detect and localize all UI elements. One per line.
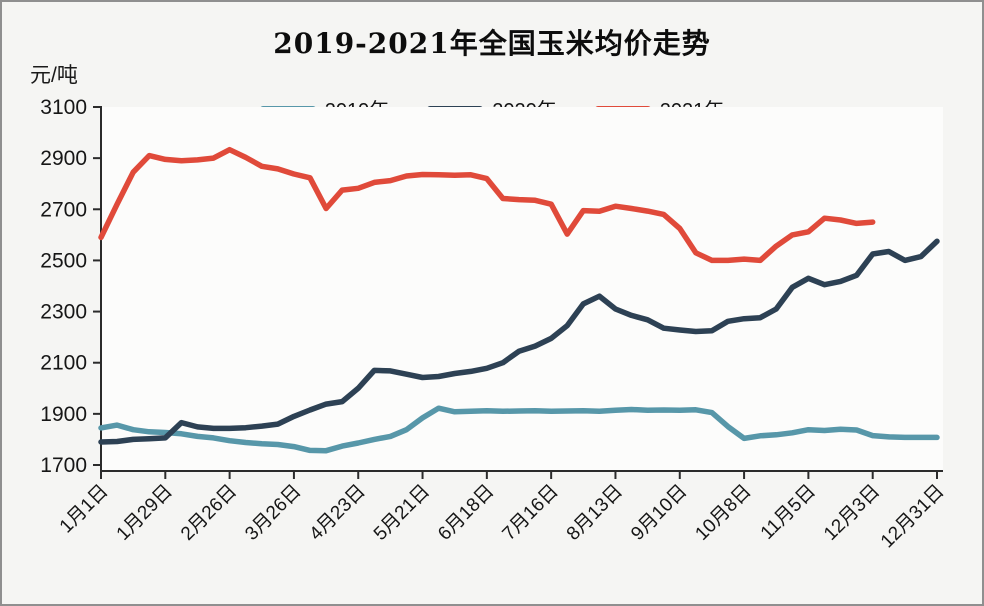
x-tick-label: 1月29日: [113, 481, 177, 545]
series-line-2019年: [98, 405, 940, 454]
x-tick-label: 9月10日: [627, 481, 691, 545]
y-tick-label: 2900: [40, 147, 87, 170]
x-tick-label: 6月18日: [434, 481, 498, 545]
y-tick-label: 2300: [40, 301, 87, 324]
chart-title: 2019-2021年全国玉米均价走势: [273, 27, 711, 60]
series-line-2021年: [98, 146, 876, 264]
x-tick-label: 7月16日: [499, 481, 563, 545]
series-line-2020年: [98, 238, 940, 445]
x-tick-label: 3月26日: [241, 481, 305, 545]
y-tick-label: 2100: [40, 352, 87, 375]
y-tick-label: 1700: [40, 454, 87, 477]
y-axis-unit-label: 元/吨: [30, 64, 78, 87]
x-tick-label: 5月21日: [370, 481, 434, 545]
x-tick-label: 2月26日: [177, 481, 241, 545]
y-tick-label: 1900: [40, 403, 87, 426]
plot-area: [101, 107, 943, 471]
x-tick-label: 12月3日: [820, 481, 884, 545]
x-tick-label: 4月23日: [306, 481, 370, 545]
y-tick-label: 2500: [40, 249, 87, 272]
x-tick-label: 1月1日: [56, 481, 113, 538]
y-tick-label: 2700: [40, 198, 87, 221]
x-tick-label: 10月8日: [691, 481, 755, 545]
x-tick-label: 8月13日: [563, 481, 627, 545]
x-tick-label: 11月5日: [757, 481, 820, 544]
x-tick-label: 12月31日: [877, 481, 949, 553]
y-tick-label: 3100: [40, 96, 87, 119]
